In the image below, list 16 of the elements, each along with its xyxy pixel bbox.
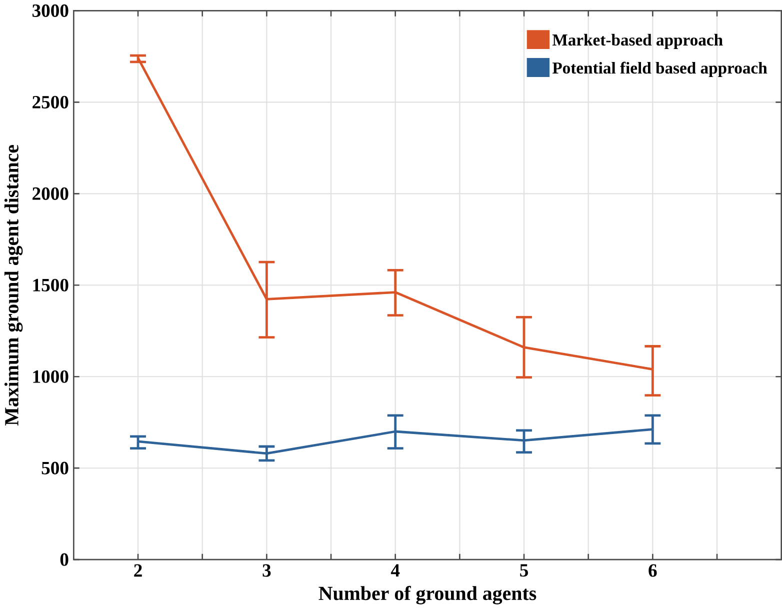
y-axis-title: Maximum ground agent distance	[4, 145, 23, 426]
y-tick-label: 1000	[33, 370, 68, 384]
y-tick-label: 2000	[32, 188, 68, 200]
y-tick-label: 2500	[32, 96, 68, 109]
x-tick-label: 3	[262, 564, 271, 577]
y-tick-label: 3000	[32, 4, 68, 18]
x-tick-label: 2	[134, 564, 142, 577]
legend-label: Market-based approach	[552, 34, 723, 50]
x-tick-label: 4	[390, 564, 400, 577]
legend-label: Potential field based approach	[552, 62, 768, 78]
x-axis-title: Number of ground agents	[318, 586, 536, 604]
x-tick-label: 5	[520, 564, 528, 577]
y-tick-label: 1500	[33, 278, 68, 292]
y-tick-label: 500	[42, 462, 68, 474]
x-tick-label: 6	[648, 564, 657, 577]
y-tick-label: 0	[60, 553, 68, 566]
